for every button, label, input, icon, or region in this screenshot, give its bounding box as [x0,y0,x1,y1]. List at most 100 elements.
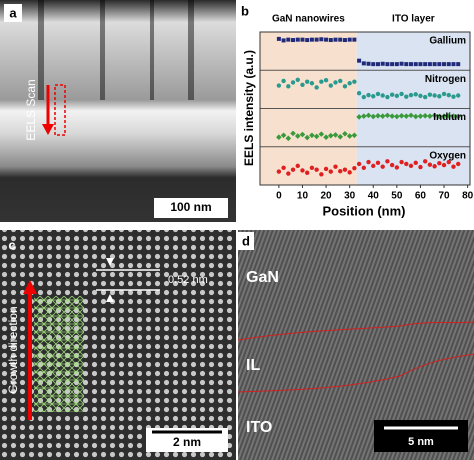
point [323,134,329,140]
point [356,114,362,120]
point [385,159,390,164]
region-label: IL [246,357,260,374]
point [309,37,314,42]
point [342,130,348,137]
point [409,62,414,67]
point [319,172,324,177]
panel-label: c [8,237,15,252]
point [366,159,371,165]
point [451,62,456,67]
x-axis-label: Position (nm) [322,203,405,218]
point [413,160,418,166]
point [276,134,282,140]
panel-label-box [4,4,22,22]
point [408,163,414,169]
point [413,92,418,97]
point [412,113,419,120]
point [385,62,390,67]
point [404,94,409,99]
point [366,61,371,66]
point [338,169,343,174]
x-tick-label: 80 [462,191,474,202]
point [338,78,343,84]
point [432,62,437,67]
point [299,131,306,138]
point [394,165,400,170]
point [389,162,395,168]
point [380,61,385,66]
point [295,163,300,169]
point [290,80,296,85]
point [371,62,376,67]
series-label: Nitrogen [425,74,466,85]
point [318,131,325,137]
point [352,37,357,42]
point [280,132,287,139]
region-label: GaN [246,269,279,286]
point [356,161,362,167]
interface-line [237,321,474,341]
point [286,37,291,42]
panel-d: d GaN IL ITO 5 nm [237,230,474,460]
region-label: ITO [246,419,272,436]
tem-image [0,0,236,222]
region-label: GaN nanowires [272,14,345,25]
point [390,62,395,67]
point [384,112,391,119]
scan-box [54,84,66,136]
x-tick-label: 60 [415,191,427,202]
spacing-label: 0.52 nm [168,274,208,286]
point [418,93,423,99]
point [441,162,447,168]
panel-label: b [241,3,249,18]
point [291,38,296,43]
point [437,160,442,166]
x-tick-label: 0 [276,191,282,202]
point [380,93,385,98]
point [290,167,296,172]
point [394,113,400,120]
point [281,78,286,84]
point [361,165,367,170]
point [399,91,404,97]
point [432,164,437,169]
point [352,165,357,171]
point [370,113,377,120]
y-axis-label: EELS intensity (a.u.) [242,50,256,166]
point [352,79,357,84]
scalebar-label: 2 nm [173,435,201,449]
scalebar-box [154,198,228,218]
point [375,112,381,119]
point [398,112,405,119]
point [451,94,456,99]
point [394,93,400,99]
point [404,161,409,167]
point [328,83,333,88]
lattice-overlay [34,296,84,412]
point [441,113,447,119]
point [437,94,442,99]
series-label: Oxygen [429,150,466,161]
point [361,61,366,66]
point [432,93,437,98]
point [375,91,381,97]
point [346,133,353,139]
point [327,132,334,139]
point [314,37,319,42]
point [431,112,438,119]
point [394,62,399,67]
panel-label-box [238,3,252,19]
point [371,94,376,99]
point [365,112,372,119]
arrow-head [23,280,37,294]
point [332,132,339,138]
point [371,163,376,169]
point [399,61,404,66]
point [417,113,424,119]
point [375,160,381,166]
point [342,167,348,172]
point [436,113,443,120]
point [324,37,329,42]
point [281,165,286,170]
